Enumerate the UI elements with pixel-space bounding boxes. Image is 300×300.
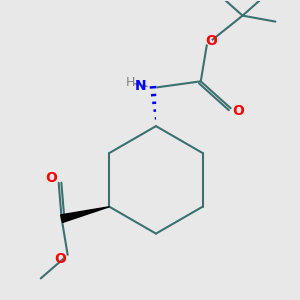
Text: O: O bbox=[205, 34, 217, 48]
Text: O: O bbox=[54, 252, 66, 266]
Text: O: O bbox=[45, 171, 57, 185]
Text: H: H bbox=[126, 76, 135, 89]
Polygon shape bbox=[61, 207, 110, 222]
Text: O: O bbox=[232, 104, 244, 118]
Text: N: N bbox=[135, 79, 147, 93]
